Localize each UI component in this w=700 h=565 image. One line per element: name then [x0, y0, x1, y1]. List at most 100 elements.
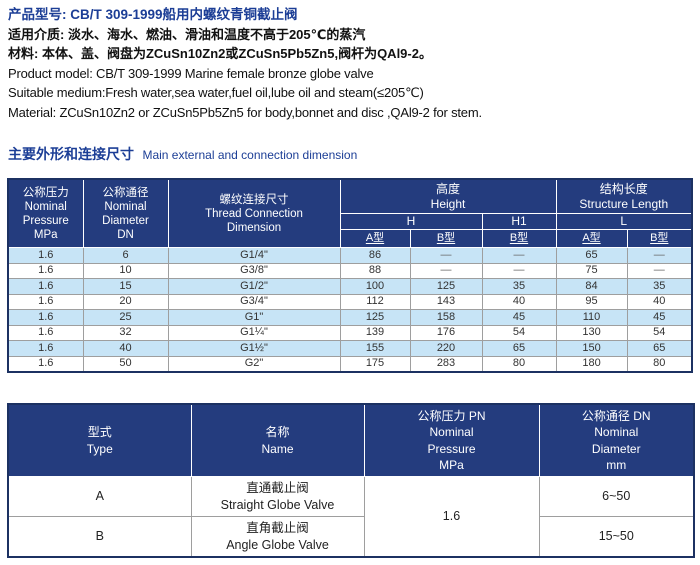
- col-group-height: 高度 Height: [339, 178, 557, 214]
- material-en: Material: ZCuSn10Zn2 or ZCuSn5Pb5Zn5 for…: [8, 104, 482, 120]
- variant-label: B型: [481, 229, 557, 248]
- dimension-cell: 150: [555, 340, 628, 357]
- dimension-cell: 40: [481, 293, 557, 310]
- col-header-dn: 公称通径 DN Nominal Diameter mm: [538, 403, 695, 477]
- dimension-cell: 6: [82, 247, 169, 264]
- name-cell: 直角截止阀 Angle Globe Valve: [190, 516, 365, 558]
- dimension-cell: 84: [555, 278, 628, 295]
- dimension-cell: 15: [82, 278, 169, 295]
- dimension-cell: 100: [339, 278, 411, 295]
- dimension-cell: 65: [481, 340, 557, 357]
- dimension-cell: G1½": [167, 340, 341, 357]
- dimension-cell: 40: [82, 340, 169, 357]
- type-row-b: B 直角截止阀 Angle Globe Valve 15~50: [7, 516, 695, 558]
- dimension-table: 公称压力 Nominal Pressure MPa 公称通径 Nominal D…: [7, 178, 694, 373]
- dimension-cell: —: [481, 247, 557, 264]
- dn-cell: 15~50: [538, 516, 695, 558]
- dimension-row: 1.6 40 G1½" 155 220 65 150 65: [7, 340, 693, 357]
- material-cn: 材料: 本体、盖、阀盘为ZCuSn10Zn2或ZCuSn5Pb5Zn5,阀杆为Q…: [8, 46, 432, 61]
- dimension-cell: G3/4": [167, 293, 341, 310]
- col-header-diameter: 公称通径 Nominal Diameter DN: [82, 178, 169, 248]
- dimension-cell: —: [626, 262, 693, 279]
- dimension-cell: 155: [339, 340, 411, 357]
- dimension-cell: G2": [167, 355, 341, 373]
- section-title-en: Main external and connection dimension: [142, 148, 358, 162]
- section-title-cn: 主要外形和连接尺寸: [8, 146, 134, 162]
- dimension-cell: 220: [409, 340, 483, 357]
- type-cell: A: [7, 476, 192, 517]
- dimension-cell: 1.6: [7, 262, 84, 279]
- dimension-cell: 139: [339, 324, 411, 341]
- dimension-cell: 45: [626, 309, 693, 326]
- dimension-cell: 1.6: [7, 355, 84, 373]
- dimension-cell: 25: [82, 309, 169, 326]
- dimension-cell: 1.6: [7, 293, 84, 310]
- subcol-l: L: [555, 213, 693, 230]
- dimension-cell: 1.6: [7, 278, 84, 295]
- dimension-row: 1.6 20 G3/4" 112 143 40 95 40: [7, 293, 693, 310]
- dimension-cell: 130: [555, 324, 628, 341]
- dimension-cell: 1.6: [7, 324, 84, 341]
- variant-label: B型: [409, 229, 483, 248]
- dimension-row: 1.6 32 G1¼" 139 176 54 130 54: [7, 324, 693, 341]
- variant-label: B型: [626, 229, 693, 248]
- pn-cell: 1.6: [363, 476, 540, 558]
- dimension-cell: 158: [409, 309, 483, 326]
- suitable-medium-en: Suitable medium:Fresh water,sea water,fu…: [8, 85, 424, 100]
- dimension-cell: 125: [339, 309, 411, 326]
- dimension-row: 1.6 10 G3/8" 88— —75—: [7, 262, 693, 279]
- dimension-cell: 54: [626, 324, 693, 341]
- dimension-cell: 10: [82, 262, 169, 279]
- dimension-row: 1.6 25 G1" 125 158 45 110 45: [7, 309, 693, 326]
- dimension-cell: 65: [555, 247, 628, 264]
- dimension-cell: G1/2": [167, 278, 341, 295]
- dimension-cell: 75: [555, 262, 628, 279]
- type-row-a: A 直通截止阀 Straight Globe Valve 1.6 6~50: [7, 476, 695, 558]
- dimension-row: 1.6 6 G1/4" 86— —65—: [7, 247, 693, 264]
- dimension-cell: 50: [82, 355, 169, 373]
- dimension-cell: 80: [626, 355, 693, 373]
- col-header-type: 型式 Type: [7, 403, 192, 477]
- dimension-cell: 45: [481, 309, 557, 326]
- dimension-cell: 35: [481, 278, 557, 295]
- name-cell: 直通截止阀 Straight Globe Valve: [190, 476, 365, 517]
- dimension-cell: 1.6: [7, 340, 84, 357]
- col-header-name: 名称 Name: [190, 403, 365, 477]
- subcol-h1: H1: [481, 213, 557, 230]
- dimension-row: 1.6 50 G2" 175 283 80 180 80: [7, 355, 693, 373]
- dn-cell: 6~50: [538, 476, 695, 517]
- col-group-length: 结构长度 Structure Length: [555, 178, 693, 214]
- dimension-cell: G3/8": [167, 262, 341, 279]
- dimension-cell: 40: [626, 293, 693, 310]
- subcol-h: H: [339, 213, 483, 230]
- dimension-cell: 54: [481, 324, 557, 341]
- dimension-cell: —: [626, 247, 693, 264]
- dimension-cell: 1.6: [7, 247, 84, 264]
- dimension-cell: —: [409, 262, 483, 279]
- variant-label: A型: [339, 229, 411, 248]
- dimension-cell: 65: [626, 340, 693, 357]
- col-header-pressure: 公称压力 Nominal Pressure MPa: [7, 178, 84, 248]
- dimension-cell: 95: [555, 293, 628, 310]
- col-header-thread: 螺纹连接尺寸 Thread Connection Dimension: [167, 178, 341, 248]
- dimension-cell: G1¼": [167, 324, 341, 341]
- dimension-table-body: 1.6 6 G1/4" 86— —65—1.6 10 G3/8" 88— —75—1.6 15 G1…: [7, 247, 693, 373]
- dimension-cell: 80: [481, 355, 557, 373]
- dimension-cell: 175: [339, 355, 411, 373]
- dimension-cell: 283: [409, 355, 483, 373]
- dimension-cell: 20: [82, 293, 169, 310]
- product-model-en: Product model: CB/T 309-1999 Marine fema…: [8, 65, 374, 81]
- dimension-cell: 86: [339, 247, 411, 264]
- type-cell: B: [7, 516, 192, 558]
- product-info-block: 产品型号: CB/T 309-1999船用内螺纹青铜截止阀 适用介质: 淡水、海…: [8, 5, 482, 122]
- dimension-cell: 112: [339, 293, 411, 310]
- dimension-cell: G1": [167, 309, 341, 326]
- dimension-cell: —: [409, 247, 483, 264]
- dimension-cell: 125: [409, 278, 483, 295]
- dimension-cell: 110: [555, 309, 628, 326]
- dimension-cell: 143: [409, 293, 483, 310]
- dimension-cell: 180: [555, 355, 628, 373]
- col-header-pn: 公称压力 PN Nominal Pressure MPa: [363, 403, 540, 477]
- suitable-medium-cn: 适用介质: 淡水、海水、燃油、滑油和温度不高于205℃的蒸汽: [8, 26, 366, 42]
